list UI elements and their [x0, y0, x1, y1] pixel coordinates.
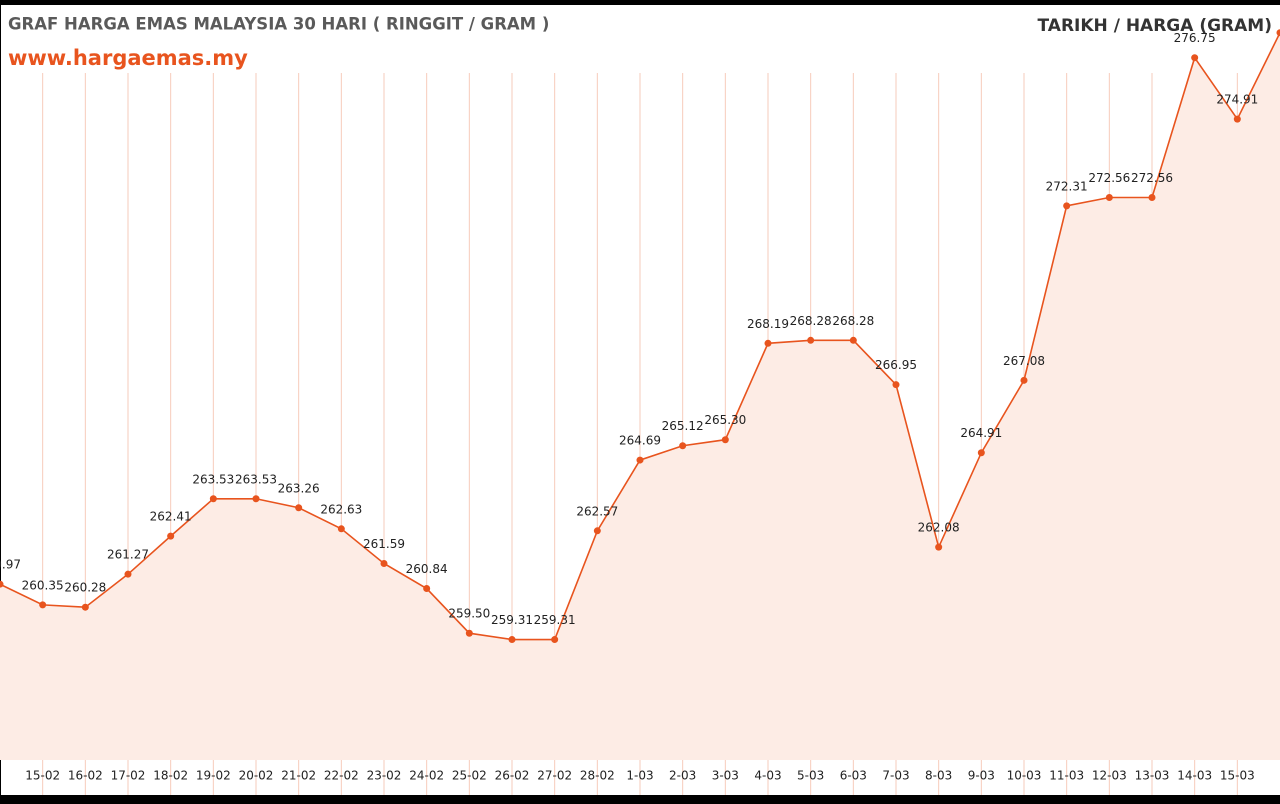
- point: [807, 337, 814, 344]
- value-label: 262.08: [918, 521, 960, 535]
- point: [893, 381, 900, 388]
- value-label: 259.31: [534, 613, 576, 627]
- x-tick-label: 11-03: [1049, 769, 1084, 783]
- x-tick-label: 23-02: [367, 769, 402, 783]
- value-label: 262.63: [320, 502, 362, 516]
- value-label: 272.56: [1088, 171, 1130, 185]
- x-tick-label: 25-02: [452, 769, 487, 783]
- x-tick-label: 10-03: [1007, 769, 1042, 783]
- x-tick-label: 20-02: [239, 769, 274, 783]
- point: [1149, 194, 1156, 201]
- x-tick-label: 18-02: [153, 769, 188, 783]
- point: [338, 525, 345, 532]
- point: [1106, 194, 1113, 201]
- point: [722, 436, 729, 443]
- value-label: 260.97: [0, 558, 21, 572]
- point: [594, 527, 601, 534]
- x-tick-label: 2-03: [669, 769, 696, 783]
- x-tick-label: 26-02: [495, 769, 530, 783]
- point: [381, 560, 388, 567]
- point: [637, 457, 644, 464]
- point: [551, 636, 558, 643]
- value-label: 262.41: [150, 510, 192, 524]
- point: [1191, 54, 1198, 61]
- x-tick-label: 17-02: [111, 769, 146, 783]
- value-label: 261.59: [363, 537, 405, 551]
- legend-label: TARIKH / HARGA (GRAM): [1038, 16, 1272, 36]
- chart-title: GRAF HARGA EMAS MALAYSIA 30 HARI ( RINGG…: [8, 15, 549, 34]
- point: [1021, 377, 1028, 384]
- x-tick-label: 15-03: [1220, 769, 1255, 783]
- x-tick-label: 1-03: [626, 769, 653, 783]
- point: [423, 585, 430, 592]
- x-tick-label: 13-03: [1135, 769, 1170, 783]
- value-label: 264.91: [960, 426, 1002, 440]
- x-tick-label: 9-03: [968, 769, 995, 783]
- value-label: 261.27: [107, 548, 149, 562]
- x-tick-label: 16-02: [68, 769, 103, 783]
- x-tick-label: 14-03: [1177, 769, 1212, 783]
- point: [935, 544, 942, 551]
- value-label: 268.28: [790, 314, 832, 328]
- point: [850, 337, 857, 344]
- value-label: 268.19: [747, 317, 789, 331]
- point: [125, 571, 132, 578]
- point: [82, 604, 89, 611]
- x-tick-label: 3-03: [712, 769, 739, 783]
- x-tick-label: 5-03: [797, 769, 824, 783]
- value-label: 272.56: [1131, 171, 1173, 185]
- value-label: 263.53: [192, 472, 234, 486]
- x-tick-label: 19-02: [196, 769, 231, 783]
- x-tick-label: 4-03: [754, 769, 781, 783]
- value-label: 264.69: [619, 434, 661, 448]
- x-tick-label: 6-03: [840, 769, 867, 783]
- value-label: 265.12: [662, 419, 704, 433]
- point: [253, 495, 260, 502]
- value-label: 266.95: [875, 358, 917, 372]
- chart-subtitle: www.hargaemas.my: [8, 46, 248, 70]
- value-label: 259.31: [491, 613, 533, 627]
- point: [210, 495, 217, 502]
- x-tick-label: 8-03: [925, 769, 952, 783]
- x-tick-label: 28-02: [580, 769, 615, 783]
- x-tick-label: 7-03: [882, 769, 909, 783]
- point: [1234, 116, 1241, 123]
- point: [295, 504, 302, 511]
- value-label: 260.35: [22, 578, 64, 592]
- value-label: 268.28: [832, 314, 874, 328]
- value-label: 260.84: [406, 562, 448, 576]
- value-label: 272.31: [1046, 179, 1088, 193]
- value-label: 259.50: [448, 607, 490, 621]
- x-tick-label: 27-02: [537, 769, 572, 783]
- x-tick-label: 15-02: [25, 769, 60, 783]
- point: [466, 630, 473, 637]
- value-label: 276.75: [1174, 31, 1216, 45]
- value-label: 267.08: [1003, 354, 1045, 368]
- x-tick-label: 12-03: [1092, 769, 1127, 783]
- point: [978, 449, 985, 456]
- x-tick-label: 22-02: [324, 769, 359, 783]
- value-label: 274.91: [1216, 93, 1258, 107]
- point: [679, 442, 686, 449]
- x-tick-label: 24-02: [409, 769, 444, 783]
- x-tick-label: 21-02: [281, 769, 316, 783]
- point: [1063, 202, 1070, 209]
- point: [39, 601, 46, 608]
- point: [509, 636, 516, 643]
- point: [765, 340, 772, 347]
- value-label: 262.57: [576, 504, 618, 518]
- point: [167, 533, 174, 540]
- value-label: 263.53: [235, 472, 277, 486]
- value-label: 265.30: [704, 413, 746, 427]
- value-label: 260.28: [64, 581, 106, 595]
- value-label: 263.26: [278, 481, 320, 495]
